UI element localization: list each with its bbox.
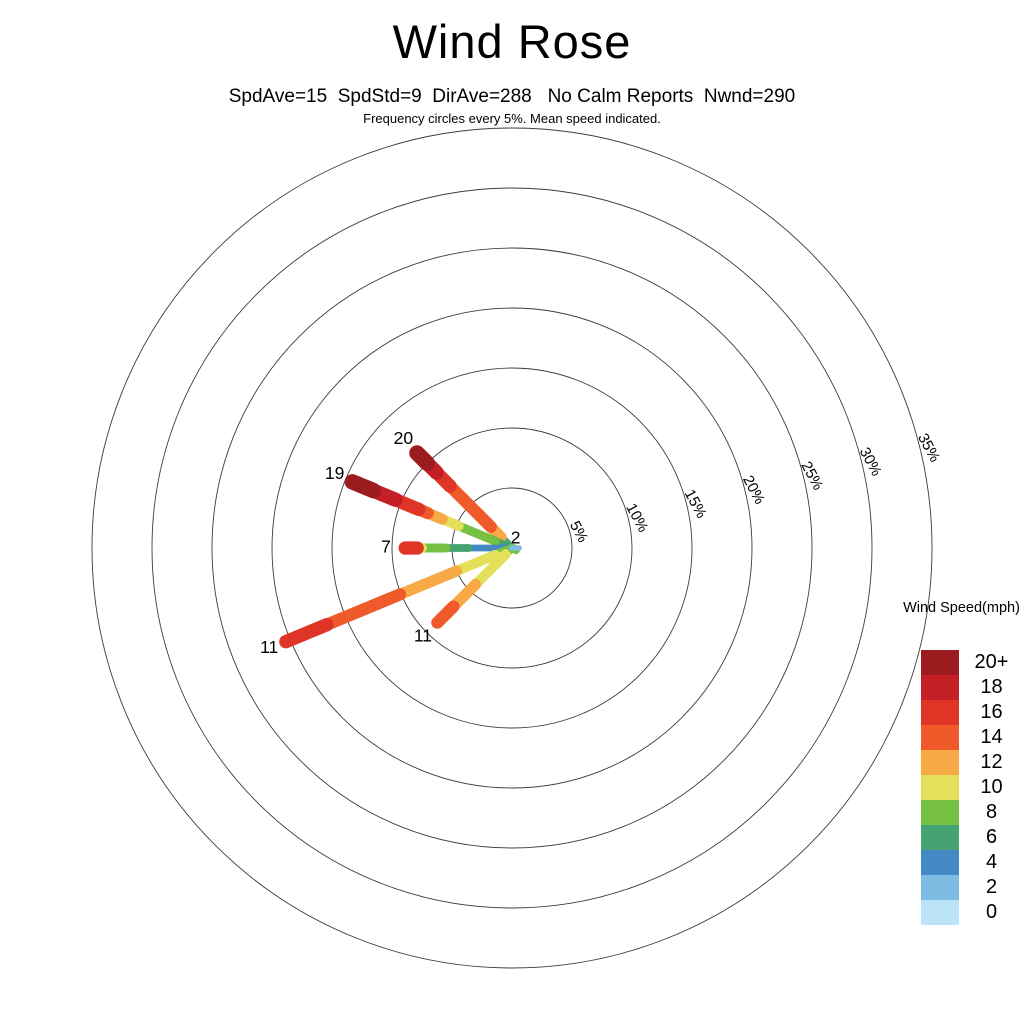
legend-swatch-14 <box>921 725 959 750</box>
legend-swatch-4 <box>921 850 959 875</box>
speed-segment-10 <box>470 548 512 590</box>
legend-label: 18 <box>980 676 1003 698</box>
legend-swatch-6 <box>921 825 959 850</box>
legend-row: 12 <box>899 750 1024 775</box>
mean-speed-label-e: 2 <box>511 528 521 548</box>
frequency-circle <box>331 367 693 729</box>
chart-note: Frequency circles every 5%. Mean speed i… <box>363 111 661 126</box>
legend-label: 16 <box>980 701 1003 723</box>
legend-swatch-2 <box>921 875 959 900</box>
ring-percent-label: 35% <box>914 431 943 465</box>
frequency-circle <box>151 187 873 909</box>
legend-row: 14 <box>899 725 1024 750</box>
speed-segment-12 <box>394 565 463 600</box>
legend-label: 0 <box>985 901 998 923</box>
wind-speed-legend: Wind Speed(mph) 20+ 18 16 14 12 10 8 6 4 2 0 <box>899 600 1024 925</box>
mean-speed-label-nw: 20 <box>394 428 414 448</box>
legend-row: 8 <box>899 800 1024 825</box>
legend-rows: 20+ 18 16 14 12 10 8 6 4 2 0 <box>899 650 1024 925</box>
frequency-circle <box>271 307 753 789</box>
speed-segment-8 <box>454 521 500 546</box>
wind-spoke-sw <box>431 544 516 629</box>
legend-row: 16 <box>899 700 1024 725</box>
ring-percent-label: 30% <box>856 445 885 479</box>
wind-spoke-wsw <box>279 544 516 649</box>
ring-percent-label: 25% <box>797 459 826 493</box>
mean-speed-label-sw: 11 <box>414 626 432 646</box>
legend-swatch-12 <box>921 750 959 775</box>
legend-title: Wind Speed(mph) <box>903 600 1020 616</box>
ring-percent-label: 10% <box>622 501 651 535</box>
legend-label: 8 <box>985 801 998 823</box>
legend-swatch-10 <box>921 775 959 800</box>
legend-label: 20+ <box>974 651 1009 673</box>
legend-label: 2 <box>985 876 998 898</box>
legend-row: 2 <box>899 875 1024 900</box>
legend-label: 12 <box>980 751 1003 773</box>
chart-title: Wind Rose <box>392 15 632 68</box>
wind-spoke-nw <box>409 445 516 552</box>
wind-spoke-wnw <box>344 474 516 552</box>
frequency-circle <box>211 247 813 849</box>
legend-row: 20+ <box>899 650 1024 675</box>
speed-segment-14 <box>443 479 497 533</box>
speed-segment-14 <box>431 600 460 629</box>
legend-swatch-0 <box>921 900 959 925</box>
legend-label: 10 <box>980 776 1003 798</box>
legend-swatch-20plus <box>921 650 959 675</box>
legend-swatch-8 <box>921 800 959 825</box>
speed-segment-16 <box>279 618 334 649</box>
legend-label: 14 <box>980 726 1003 748</box>
mean-speed-label-w: 7 <box>381 537 391 557</box>
speed-segment-20+ <box>409 445 435 471</box>
legend-row: 6 <box>899 825 1024 850</box>
mean-speed-label-wnw: 19 <box>325 463 344 483</box>
frequency-circle <box>91 127 933 969</box>
mean-speed-label-wsw: 11 <box>260 637 278 657</box>
legend-row: 0 <box>899 900 1024 925</box>
ring-percent-label: 15% <box>681 487 710 521</box>
speed-segment-10 <box>451 549 501 576</box>
speed-segment-14 <box>320 588 407 631</box>
legend-row: 4 <box>899 850 1024 875</box>
legend-label: 4 <box>985 851 998 873</box>
legend-label: 6 <box>985 826 998 848</box>
legend-row: 10 <box>899 775 1024 800</box>
chart-stats-line: SpdAve=15 SpdStd=9 DirAve=288 No Calm Re… <box>228 86 796 107</box>
legend-row: 18 <box>899 675 1024 700</box>
frequency-circle <box>391 427 633 669</box>
ring-percent-label: 20% <box>739 473 768 507</box>
ring-percent-label: 5% <box>566 518 591 545</box>
legend-swatch-18 <box>921 675 959 700</box>
speed-segment-20+ <box>344 474 382 499</box>
legend-swatch-16 <box>921 700 959 725</box>
